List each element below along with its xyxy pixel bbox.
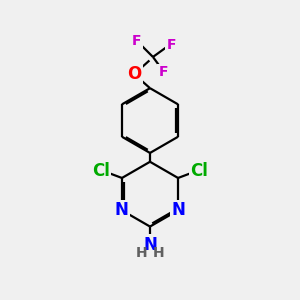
Text: O: O [128,65,142,83]
Text: F: F [132,34,142,48]
Text: H: H [136,246,148,260]
Text: N: N [114,201,128,219]
Text: Cl: Cl [190,162,208,180]
Text: F: F [158,65,168,79]
Text: H: H [152,246,164,260]
Text: N: N [143,236,157,254]
Text: N: N [172,201,186,219]
Text: Cl: Cl [92,162,110,180]
Text: F: F [167,38,176,52]
